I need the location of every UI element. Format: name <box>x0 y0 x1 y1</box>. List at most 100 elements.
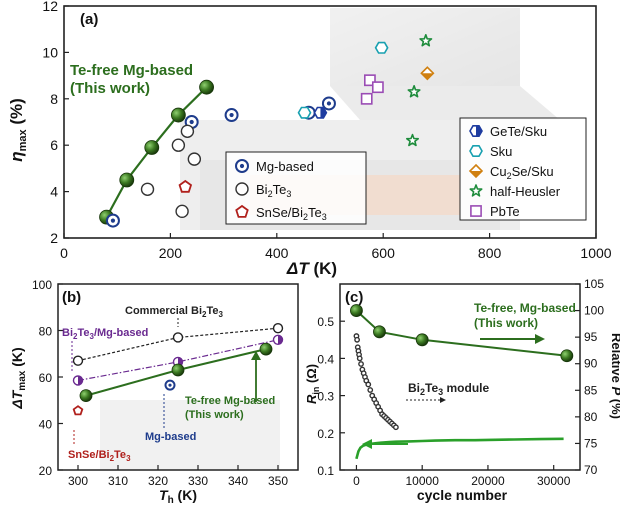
a-point-half-heusler-shape <box>405 133 420 147</box>
a-point-gete-sku <box>313 106 328 119</box>
panel-b-ann-commercial: Commercial Bi2Te3 <box>125 305 224 319</box>
y2-tick-label: 85 <box>584 383 598 397</box>
b-point-mg-based <box>164 379 176 391</box>
panel-c-x-axis-title: cycle number <box>417 487 508 503</box>
a-point-mg-based-dot <box>110 218 116 223</box>
panel-a-marks <box>99 33 435 228</box>
panel-b-axes: 300 310 320 330 340 350 20 40 60 80 100 <box>32 278 288 488</box>
c-point-bi2te3-module-rin-ring <box>356 355 363 362</box>
c-point-bi2te3-module-rin <box>392 424 399 431</box>
svg-text:Rin (Ω): Rin (Ω) <box>304 364 321 404</box>
a-point-cu2se-sku <box>420 66 435 81</box>
y-tick-label: 12 <box>42 0 58 14</box>
y-tick-label: 10 <box>42 44 58 60</box>
b-point-te-free-mg-based-this-work--ball <box>171 363 185 377</box>
c-point-te-free-mg-based-this-work-relative-p-ball <box>350 304 363 317</box>
a-point-pbte <box>363 74 376 87</box>
a-point-sku-shape <box>297 106 312 119</box>
x-tick-label: 200 <box>159 245 183 261</box>
x-tick-label: 310 <box>108 474 128 488</box>
y-tick-label: 0.3 <box>317 390 334 404</box>
a-legend-right-marker-half <box>470 171 482 177</box>
a-legend-right-label: GeTe/Sku <box>490 124 547 139</box>
panel-a-legend-right: GeTe/Sku Sku Cu2Se/Sku half-Heusler PbTe <box>459 117 587 221</box>
b-point-commercial-bi2te3-ring <box>172 332 184 343</box>
b-point-bi2te3-mg-based-half <box>278 335 283 345</box>
a-point-bi2te3 <box>171 138 186 152</box>
b-point-commercial-bi2te3 <box>172 332 184 343</box>
a-point-half-heusler <box>407 85 421 98</box>
y2-tick-label: 80 <box>584 410 598 424</box>
c-point-bi2te3-module-rin-ring <box>354 336 360 343</box>
a-legend-right-label: PbTe <box>490 204 520 219</box>
a-legend-right-marker <box>468 163 484 179</box>
b-point-bi2te3-mg-based <box>272 334 284 345</box>
a-legend-right-marker-shape <box>469 184 483 197</box>
a-point-snse-bi2te3-shape <box>178 179 193 193</box>
b-point-commercial-bi2te3 <box>72 355 84 366</box>
x-tick-label: 0 <box>60 245 68 261</box>
a-point-mg-based-dot <box>189 119 194 125</box>
x-tick-label: 800 <box>478 245 502 261</box>
panel-c-marks <box>350 304 574 460</box>
y-tick-label: 0.4 <box>317 352 334 366</box>
x-tick-label: 400 <box>265 245 289 261</box>
panel-a-annotation-line2: (This work) <box>70 80 150 97</box>
svg-text:ΔTmax (K): ΔTmax (K) <box>9 347 28 409</box>
a-legend-right-marker-shape <box>470 205 482 217</box>
a-point-this-work-ball <box>119 172 135 188</box>
c-point-bi2te3-module-rin-ring <box>365 381 372 388</box>
a-legend-right-label: half-Heusler <box>490 184 561 199</box>
a-point-this-work-ball <box>170 107 186 123</box>
b-point-te-free-mg-based-this-work- <box>259 342 273 356</box>
panel-b-background <box>100 400 280 470</box>
b-point-snse-bi2te3-shape <box>72 405 84 416</box>
x-tick-label: 320 <box>148 474 168 488</box>
x-tick-label: 600 <box>372 245 396 261</box>
panel-a-legend-left: Mg-based Bi2Te3 SnSe/Bi2Te3 <box>225 151 367 225</box>
c-point-bi2te3-module-rin-ring <box>367 387 374 393</box>
panel-a-label: (a) <box>80 11 98 28</box>
x-tick-label: 340 <box>228 474 248 488</box>
a-point-sku <box>297 106 312 119</box>
panel-b-x-axis-title: Th (K) <box>159 487 197 506</box>
c-line-te-free-mg-based-this-work-relative-p <box>355 309 567 357</box>
c-point-te-free-mg-based-this-work-relative-p <box>373 325 386 339</box>
a-point-this-work <box>199 79 214 95</box>
a-legend-right-marker <box>470 205 482 217</box>
a-point-bi2te3 <box>187 152 202 166</box>
a-point-this-work-ball <box>144 140 160 155</box>
panel-a-axes: 0 200 400 600 800 1000 2 4 6 8 10 12 <box>42 0 611 261</box>
x-tick-label: 10000 <box>406 474 440 488</box>
panel-b-ann-this-work-arrowhead <box>251 351 261 360</box>
x-tick-label: 20000 <box>471 474 505 488</box>
y-tick-label: 80 <box>39 325 53 339</box>
y-tick-label: 40 <box>39 418 53 432</box>
a-legend-right-marker-half <box>476 125 482 137</box>
a-point-half-heusler-shape <box>407 85 421 98</box>
a-point-bi2te3-ring <box>175 204 189 219</box>
y-tick-label: 2 <box>50 230 58 246</box>
panel-a: 0 200 400 600 800 1000 2 4 6 8 10 12 (a) Te-free Mg… <box>7 0 612 278</box>
panel-a-frame <box>63 5 597 239</box>
y-tick-label: 0.1 <box>317 464 334 478</box>
panel-c-label: (c) <box>345 289 363 306</box>
y-tick-label: 6 <box>50 137 58 153</box>
c-point-bi2te3-module-rin <box>367 387 374 393</box>
a-point-pbte-shape <box>360 92 373 105</box>
x-tick-label: 330 <box>188 474 208 488</box>
a-point-bi2te3-ring <box>180 124 195 138</box>
a-point-this-work <box>119 172 135 188</box>
panel-b-ann-this-work-line1: Te-free Mg-based <box>185 395 275 407</box>
a-point-mg-based <box>105 213 120 228</box>
c-point-bi2te3-module-rin <box>356 355 363 362</box>
a-point-this-work <box>144 140 160 155</box>
a-point-mg-based-dot <box>229 112 234 118</box>
a-legend-right-label: Sku <box>490 144 512 159</box>
a-point-half-heusler <box>405 133 420 147</box>
c-point-bi2te3-module-rin <box>354 336 360 343</box>
a-legend-left-marker <box>235 204 249 218</box>
a-point-sku <box>374 41 389 54</box>
a-point-bi2te3-ring <box>171 138 186 152</box>
y2-tick-label: 105 <box>584 277 604 291</box>
